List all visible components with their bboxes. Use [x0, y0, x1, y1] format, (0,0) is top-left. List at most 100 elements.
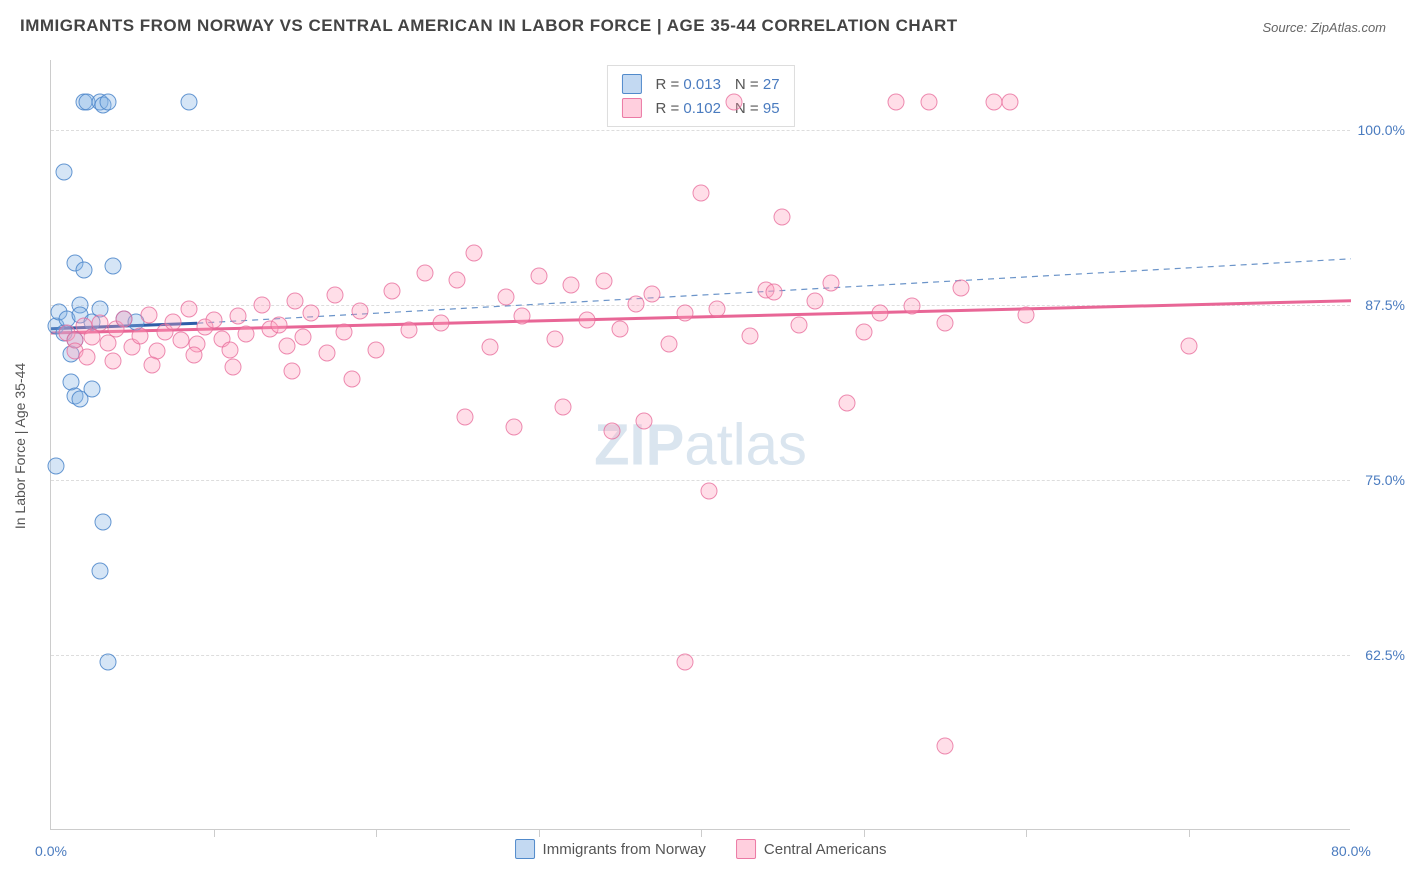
y-tick-label: 87.5%: [1350, 297, 1405, 313]
data-point-norway: [104, 257, 121, 274]
chart-container: IMMIGRANTS FROM NORWAY VS CENTRAL AMERIC…: [0, 0, 1406, 892]
n-label: N = 27: [735, 76, 780, 93]
data-point-central-american: [766, 284, 783, 301]
data-point-central-american: [449, 271, 466, 288]
x-minor-tick: [1189, 829, 1190, 837]
data-point-central-american: [644, 285, 661, 302]
legend-stat-row: R = 0.013N = 27: [621, 72, 779, 96]
data-point-central-american: [603, 423, 620, 440]
data-point-norway: [47, 458, 64, 475]
data-point-central-american: [628, 295, 645, 312]
data-point-central-american: [91, 315, 108, 332]
data-point-central-american: [636, 413, 653, 430]
data-point-central-american: [283, 362, 300, 379]
y-tick-label: 100.0%: [1350, 122, 1405, 138]
gridline-horizontal: [51, 480, 1350, 481]
x-tick-label: 80.0%: [1331, 843, 1371, 859]
data-point-central-american: [481, 339, 498, 356]
legend-series-item: Immigrants from Norway: [515, 839, 706, 859]
x-minor-tick: [376, 829, 377, 837]
data-point-central-american: [953, 280, 970, 297]
data-point-central-american: [327, 287, 344, 304]
data-point-norway: [91, 563, 108, 580]
source-attribution: Source: ZipAtlas.com: [1262, 20, 1386, 35]
data-point-central-american: [457, 409, 474, 426]
data-point-central-american: [920, 94, 937, 111]
data-point-central-american: [143, 357, 160, 374]
data-point-central-american: [530, 267, 547, 284]
data-point-central-american: [563, 277, 580, 294]
legend-stat-row: R = 0.102N = 95: [621, 96, 779, 120]
data-point-central-american: [433, 315, 450, 332]
x-tick-label: 0.0%: [35, 843, 67, 859]
legend-series: Immigrants from Norway Central Americans: [515, 839, 887, 859]
data-point-central-american: [132, 327, 149, 344]
data-point-central-american: [725, 94, 742, 111]
data-point-central-american: [701, 483, 718, 500]
data-point-central-american: [254, 297, 271, 314]
data-point-central-american: [294, 329, 311, 346]
y-tick-label: 62.5%: [1350, 647, 1405, 663]
data-point-central-american: [343, 371, 360, 388]
data-point-central-american: [936, 315, 953, 332]
gridline-horizontal: [51, 130, 1350, 131]
data-point-central-american: [384, 283, 401, 300]
data-point-central-american: [270, 316, 287, 333]
data-point-central-american: [774, 208, 791, 225]
data-point-central-american: [823, 274, 840, 291]
data-point-central-american: [660, 336, 677, 353]
data-point-norway: [181, 94, 198, 111]
legend-swatch: [621, 98, 641, 118]
legend-swatch: [621, 74, 641, 94]
data-point-central-american: [1180, 337, 1197, 354]
data-point-central-american: [238, 326, 255, 343]
data-point-central-american: [579, 312, 596, 329]
data-point-central-american: [790, 316, 807, 333]
data-point-central-american: [164, 313, 181, 330]
y-axis-label: In Labor Force | Age 35-44: [12, 363, 28, 529]
data-point-central-american: [78, 348, 95, 365]
data-point-norway: [83, 381, 100, 398]
data-point-central-american: [286, 292, 303, 309]
data-point-central-american: [595, 273, 612, 290]
data-point-central-american: [416, 264, 433, 281]
data-point-central-american: [229, 308, 246, 325]
x-minor-tick: [539, 829, 540, 837]
data-point-central-american: [741, 327, 758, 344]
x-minor-tick: [864, 829, 865, 837]
data-point-norway: [56, 164, 73, 181]
data-point-central-american: [319, 344, 336, 361]
data-point-central-american: [888, 94, 905, 111]
data-point-norway: [95, 514, 112, 531]
data-point-central-american: [1018, 306, 1035, 323]
data-point-central-american: [693, 185, 710, 202]
data-point-central-american: [351, 302, 368, 319]
data-point-central-american: [506, 418, 523, 435]
data-point-central-american: [611, 320, 628, 337]
data-point-norway: [99, 654, 116, 671]
data-point-central-american: [205, 312, 222, 329]
data-point-central-american: [936, 738, 953, 755]
data-point-central-american: [546, 330, 563, 347]
legend-series-label: Central Americans: [764, 841, 887, 858]
trend-lines-layer: [51, 60, 1351, 830]
data-point-central-american: [498, 288, 515, 305]
data-point-central-american: [554, 399, 571, 416]
data-point-central-american: [839, 395, 856, 412]
chart-title: IMMIGRANTS FROM NORWAY VS CENTRAL AMERIC…: [20, 16, 958, 36]
data-point-central-american: [676, 305, 693, 322]
data-point-central-american: [368, 341, 385, 358]
data-point-central-american: [465, 245, 482, 262]
data-point-central-american: [985, 94, 1002, 111]
data-point-central-american: [871, 305, 888, 322]
data-point-central-american: [225, 358, 242, 375]
data-point-central-american: [186, 347, 203, 364]
data-point-central-american: [676, 654, 693, 671]
legend-stats: R = 0.013N = 27R = 0.102N = 95: [606, 65, 794, 127]
data-point-central-american: [278, 337, 295, 354]
legend-swatch: [515, 839, 535, 859]
legend-series-item: Central Americans: [736, 839, 887, 859]
gridline-horizontal: [51, 305, 1350, 306]
data-point-central-american: [303, 305, 320, 322]
data-point-central-american: [855, 323, 872, 340]
